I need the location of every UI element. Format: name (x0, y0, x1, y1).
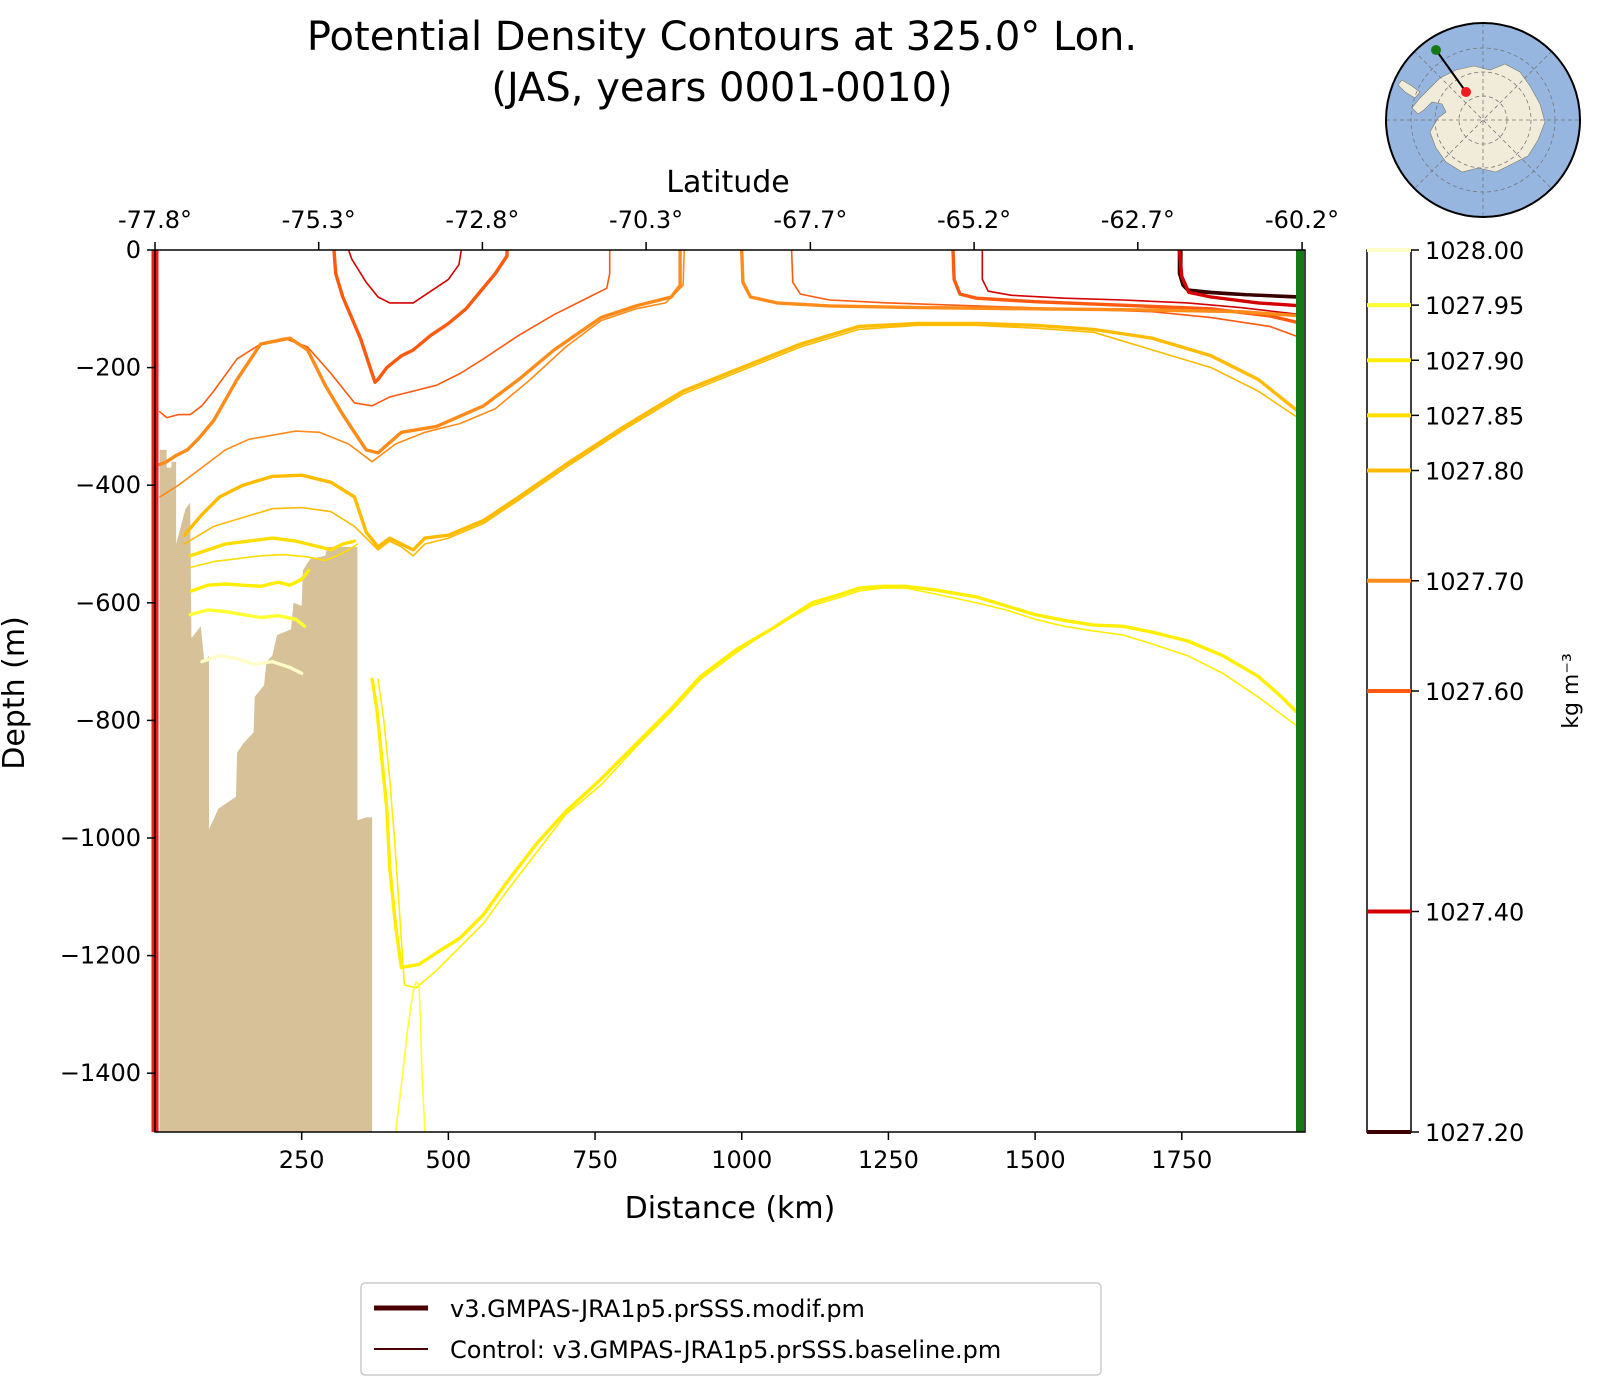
legend: v3.GMPAS-JRA1p5.prSSS.modif.pm Control: … (360, 1282, 1102, 1376)
top-tick-label-5: -65.2° (937, 206, 1011, 234)
top-tick-label-2: -72.8° (445, 206, 519, 234)
seafloor-land (159, 449, 373, 1132)
colorbar-label-1027-90: 1027.90 (1425, 347, 1524, 375)
colorbar-unit-label: kg m⁻³ (1559, 653, 1584, 729)
x-tick-label-1250: 1250 (858, 1146, 919, 1174)
top-tick-label-0: -77.8° (118, 206, 192, 234)
top-tick-label-6: -62.7° (1101, 206, 1175, 234)
x-tick-label-750: 750 (572, 1146, 618, 1174)
chart-title-line1: Potential Density Contours at 325.0° Lon… (307, 14, 1137, 60)
colorbar-label-1027-20: 1027.20 (1425, 1119, 1524, 1147)
x-axis-label: Distance (km) (625, 1191, 836, 1226)
inset-meridian-3 (1413, 50, 1553, 190)
x-tick-label-500: 500 (425, 1146, 471, 1174)
top-tick-label-4: -67.7° (773, 206, 847, 234)
y-tick-label-0: 0 (126, 236, 141, 264)
colorbar-label-1027-85: 1027.85 (1425, 402, 1524, 430)
contour-1027-70-modified-11 (740, 250, 1304, 318)
y-tick-label--200: −200 (75, 354, 141, 382)
contour-1027-95-modified-19 (188, 608, 307, 628)
y-tick-label--400: −400 (75, 471, 141, 499)
contour-1027-90-modified-16 (189, 568, 311, 593)
inset-map-border (1385, 22, 1581, 218)
contour-1027-60-modified-5 (332, 250, 509, 384)
contour-1027-70-modified-9 (157, 250, 682, 467)
inset-meridian-4 (1413, 50, 1553, 190)
chart-title-line2: (JAS, years 0001-0010) (491, 65, 952, 111)
y-tick-label--1200: −1200 (60, 942, 141, 970)
legend-label-control: Control: v3.GMPAS-JRA1p5.prSSS.baseline.… (450, 1336, 1001, 1364)
contour-1027-40-control-4 (981, 250, 1303, 316)
top-tick-label-7: -60.2° (1265, 206, 1339, 234)
contour-1027-60-control-6 (158, 250, 611, 419)
y-tick-label--1400: −1400 (60, 1059, 141, 1087)
inset-section-end-marker (1431, 45, 1441, 55)
colorbar-label-1027-95: 1027.95 (1425, 292, 1524, 320)
contour-1028-00-modified-21 (200, 654, 304, 676)
y-axis-label: Depth (m) (0, 616, 32, 770)
inset-polar-map (1385, 22, 1581, 218)
contour-1027-85-control-15 (189, 543, 359, 569)
contour-1027-60-control-8 (790, 250, 1303, 340)
plot-frame (154, 249, 1306, 1133)
y-tick-label--600: −600 (75, 589, 141, 617)
y-tick-label--1000: −1000 (60, 824, 141, 852)
colorbar-label-1028-00: 1028.00 (1425, 237, 1524, 265)
top-tick-label-1: -75.3° (282, 206, 356, 234)
x-tick-label-1500: 1500 (1005, 1146, 1066, 1174)
contour-1027-80-modified-12 (182, 321, 1304, 552)
x-tick-label-1000: 1000 (711, 1146, 772, 1174)
contour-1027-80-control-13 (183, 324, 1303, 557)
x-tick-label-1750: 1750 (1151, 1146, 1212, 1174)
legend-box (360, 1282, 1102, 1376)
inset-section-line (1435, 49, 1467, 93)
inset-section-start-marker (1461, 87, 1471, 97)
contour-1027-40-control-3 (347, 250, 463, 304)
contour-1027-70-control-10 (158, 250, 686, 498)
colorbar-label-1027-70: 1027.70 (1425, 568, 1524, 596)
colorbar-label-1027-80: 1027.80 (1425, 458, 1524, 486)
top-axis-label: Latitude (666, 165, 789, 200)
contour-1027-85-modified-14 (188, 536, 357, 558)
y-tick-label--800: −800 (75, 706, 141, 734)
legend-label-modified: v3.GMPAS-JRA1p5.prSSS.modif.pm (450, 1295, 865, 1323)
contour-1027-40-modified-2 (1177, 250, 1304, 308)
colorbar-label-1027-40: 1027.40 (1425, 899, 1524, 927)
colorbar-label-1027-60: 1027.60 (1425, 678, 1524, 706)
contour-1027-95-control-20 (394, 981, 426, 1132)
top-tick-label-3: -70.3° (609, 206, 683, 234)
x-tick-label-250: 250 (279, 1146, 325, 1174)
